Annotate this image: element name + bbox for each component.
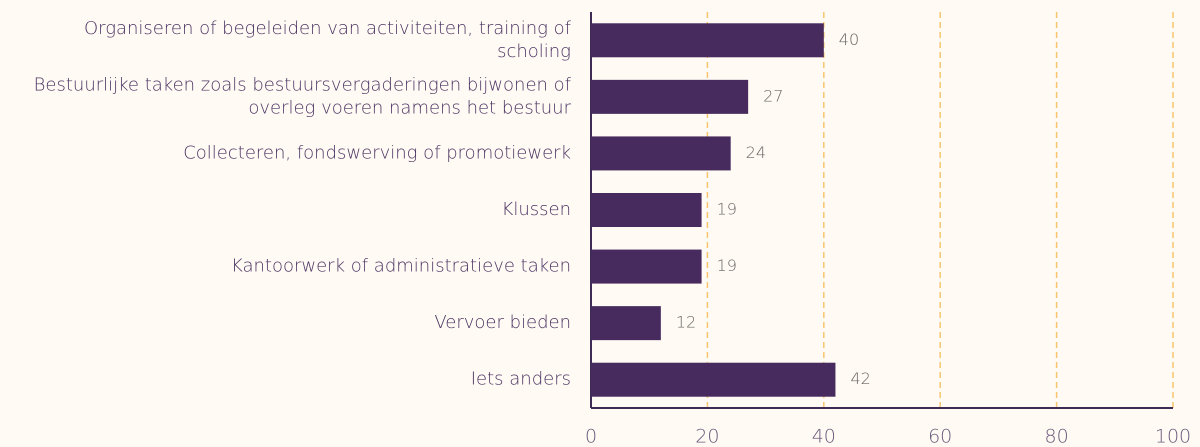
bar <box>591 23 824 58</box>
category-label: Kantoorwerk of administratieve taken <box>231 256 571 277</box>
bar <box>591 306 661 341</box>
x-tick-label: 60 <box>928 426 952 447</box>
value-label: 24 <box>746 143 766 162</box>
value-label: 40 <box>839 30 859 49</box>
bar <box>591 193 702 227</box>
x-tick-label: 80 <box>1045 426 1069 447</box>
bar <box>591 79 749 114</box>
category-label: Klussen <box>502 199 571 220</box>
value-label: 27 <box>763 86 783 105</box>
category-label: Collecteren, fondswerving of promotiewer… <box>183 142 571 163</box>
bar <box>591 249 702 284</box>
value-label: 19 <box>717 200 737 219</box>
x-tick-label: 40 <box>812 426 836 447</box>
value-label: 12 <box>676 313 696 332</box>
value-label: 42 <box>850 369 870 388</box>
bar <box>591 136 731 171</box>
x-tick-label: 100 <box>1155 426 1191 447</box>
category-label: Bestuurlijke taken zoals bestuursvergade… <box>34 74 572 118</box>
x-tick-label: 20 <box>695 426 719 447</box>
x-tick-label: 0 <box>585 426 597 447</box>
category-label: Vervoer bieden <box>434 312 571 333</box>
value-label: 19 <box>717 256 737 275</box>
category-label: Iets anders <box>471 369 571 390</box>
category-label: Organiseren of begeleiden van activiteit… <box>84 18 572 62</box>
bar <box>591 362 836 397</box>
